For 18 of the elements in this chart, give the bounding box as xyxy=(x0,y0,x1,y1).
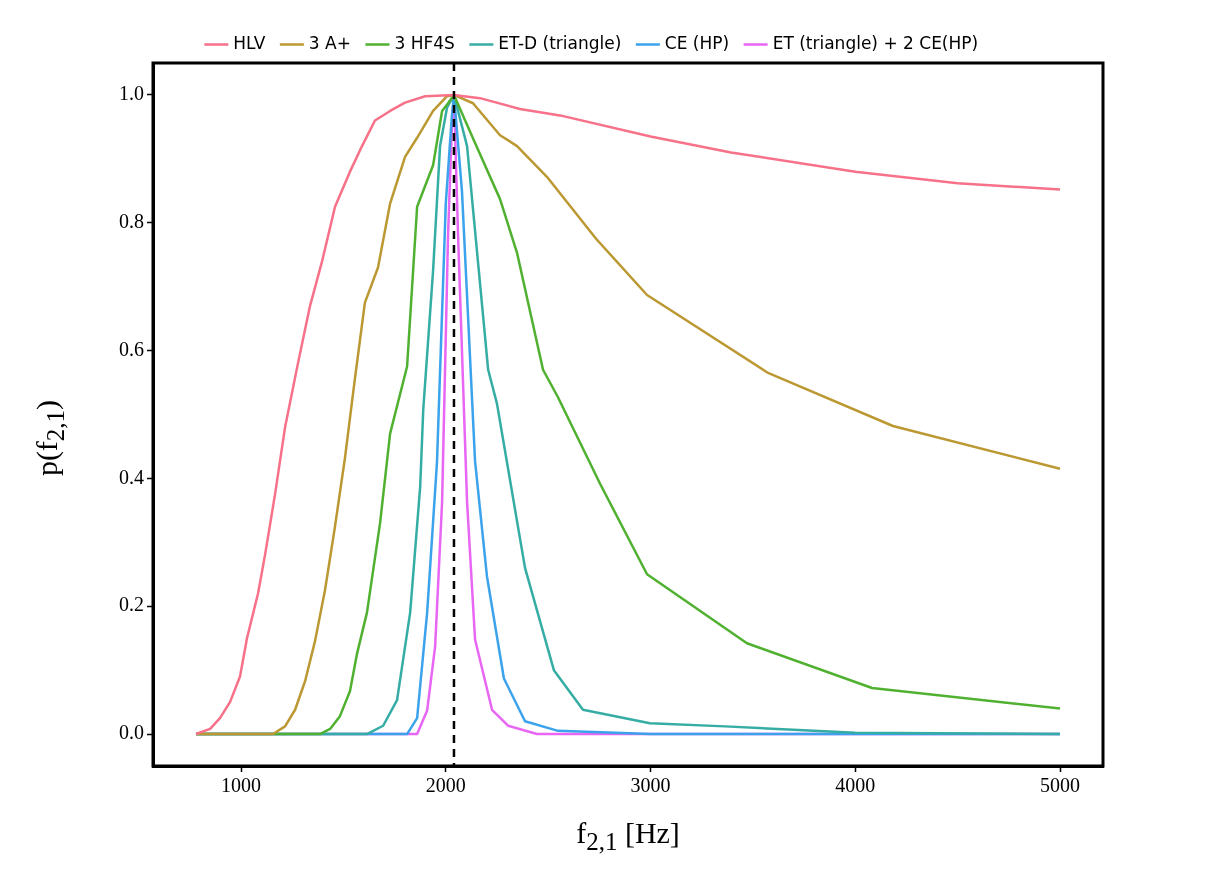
x-tick-label: 5000 xyxy=(1040,774,1080,797)
x-axis-title: f$_{2,1}$ [Hz] xyxy=(575,816,681,856)
x-tick-label: 3000 xyxy=(630,774,671,797)
y-tick-label: 0.8 xyxy=(119,210,144,233)
y-tick-label: 0.2 xyxy=(119,593,144,616)
x-tick-label: 2000 xyxy=(425,774,466,797)
x-tick-label: 4000 xyxy=(835,774,876,797)
legend-label: ET (triangle) + 2 CE(HP) xyxy=(772,32,979,53)
y-tick-label: 1.0 xyxy=(119,82,144,105)
legend-label: 3 HF4S xyxy=(394,32,455,53)
y-tick-label: 0.6 xyxy=(119,337,144,360)
legend-label: ET-D (triangle) xyxy=(498,32,622,53)
y-tick-label: 0.0 xyxy=(119,721,144,744)
legend-label: CE (HP) xyxy=(664,32,730,53)
legend-label: 3 A+ xyxy=(308,32,351,53)
legend-label: HLV xyxy=(233,32,266,53)
y-tick-label: 0.4 xyxy=(119,465,144,488)
x-tick-label: 1000 xyxy=(221,774,262,797)
